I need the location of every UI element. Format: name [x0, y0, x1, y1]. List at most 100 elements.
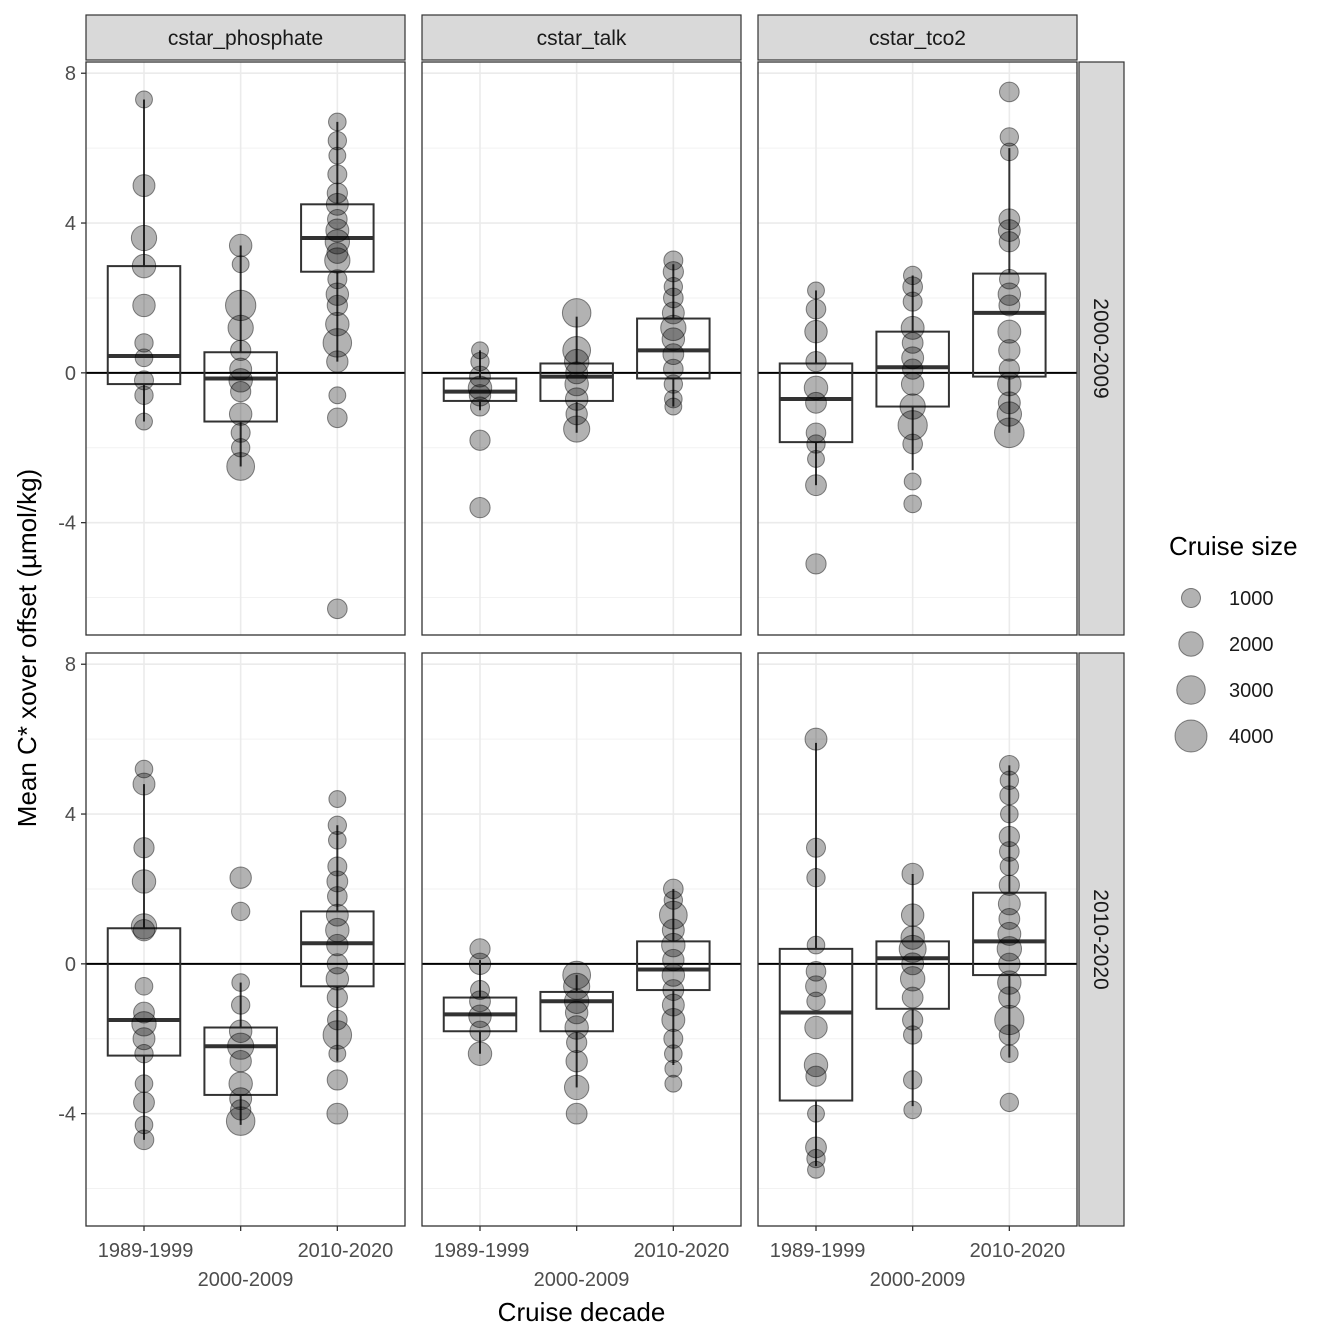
data-point	[901, 986, 924, 1009]
data-point	[807, 1104, 825, 1123]
data-point	[130, 224, 158, 252]
row-strips: 2000-2009 2010-2020	[1078, 61, 1125, 1227]
x-tick-label-c3-1: 1989-1999	[770, 1240, 866, 1262]
data-point	[470, 980, 490, 1001]
data-point	[231, 438, 251, 458]
data-point	[231, 255, 250, 274]
box-iqr	[972, 272, 1047, 378]
data-point	[664, 1074, 683, 1093]
data-point	[327, 407, 348, 429]
data-point	[327, 815, 347, 835]
panel-background	[422, 653, 741, 1226]
data-point	[133, 837, 155, 859]
data-point	[658, 900, 688, 930]
data-point	[563, 988, 590, 1014]
data-point	[661, 993, 685, 1017]
data-point	[902, 276, 923, 298]
data-point	[468, 384, 492, 407]
legend: Cruise size 1000 2000 3000 4000	[1169, 531, 1298, 753]
data-point	[806, 868, 826, 888]
data-point	[994, 417, 1025, 449]
panel-cstar_talk-2010-2020	[421, 652, 742, 1231]
data-point	[228, 1071, 253, 1096]
data-point	[469, 365, 491, 388]
data-point	[902, 358, 924, 380]
data-point	[135, 90, 153, 109]
data-point	[663, 374, 683, 394]
data-point	[468, 952, 492, 976]
data-point	[325, 917, 350, 943]
data-point	[663, 277, 683, 297]
data-point	[134, 759, 154, 779]
box-iqr	[203, 1026, 278, 1096]
panel-cstar_tco2-2000-2009	[757, 61, 1078, 636]
data-point	[804, 1015, 828, 1040]
data-point	[327, 598, 348, 620]
data-point	[563, 972, 591, 1000]
data-point	[227, 1032, 255, 1060]
data-point	[132, 772, 156, 796]
data-point	[804, 319, 828, 344]
data-point	[1000, 804, 1019, 824]
data-point	[803, 1052, 829, 1078]
data-point	[900, 925, 925, 950]
data-point	[133, 1091, 155, 1114]
data-point	[326, 1069, 348, 1091]
col-strip-label-3: cstar_tco2	[869, 27, 966, 50]
data-point	[804, 727, 828, 751]
legend-keys	[1174, 588, 1208, 753]
data-point	[562, 960, 592, 990]
data-point	[998, 986, 1021, 1009]
data-point	[805, 391, 827, 414]
data-point	[664, 389, 683, 409]
data-point	[133, 1129, 155, 1151]
data-point	[998, 907, 1021, 930]
data-point	[328, 790, 347, 808]
data-point	[903, 265, 923, 286]
data-point	[663, 1028, 684, 1049]
data-point	[134, 348, 154, 368]
data-point	[327, 1009, 348, 1031]
data-point	[228, 368, 253, 393]
data-point	[328, 1044, 347, 1063]
data-point	[661, 1008, 686, 1032]
box-iqr	[778, 362, 854, 444]
data-point	[806, 837, 826, 858]
y-tick-label: 4	[65, 213, 76, 235]
data-point	[663, 878, 684, 900]
data-point	[997, 371, 1022, 397]
data-point	[131, 253, 157, 279]
data-point	[561, 298, 592, 328]
data-point	[564, 1015, 589, 1040]
legend-title: Cruise size	[1169, 531, 1298, 561]
data-point	[134, 370, 154, 391]
data-point	[564, 371, 589, 397]
data-point	[326, 986, 348, 1009]
data-point	[999, 755, 1020, 776]
data-point	[899, 966, 926, 992]
data-point	[1000, 1044, 1019, 1064]
data-point	[663, 250, 684, 271]
col-strip-3	[757, 14, 1078, 61]
col-strip-label-2: cstar_talk	[537, 27, 627, 50]
data-point	[326, 350, 349, 373]
panel-background	[86, 653, 405, 1226]
data-point	[565, 402, 588, 426]
data-point	[900, 903, 925, 927]
data-point	[805, 422, 827, 444]
data-point	[663, 358, 684, 380]
y-tick-label: -4	[58, 1104, 76, 1126]
data-point	[564, 387, 589, 411]
data-point	[231, 995, 251, 1015]
row-strip-label-2: 2010-2020	[1089, 889, 1112, 989]
data-point	[228, 1019, 253, 1043]
data-point	[999, 841, 1020, 862]
data-point	[994, 1004, 1025, 1036]
data-point	[566, 1031, 588, 1054]
data-point	[326, 182, 348, 204]
data-point	[661, 963, 686, 987]
data-point	[997, 219, 1021, 242]
panel-border	[421, 652, 742, 1227]
data-point	[229, 1087, 253, 1111]
data-point	[803, 375, 829, 401]
